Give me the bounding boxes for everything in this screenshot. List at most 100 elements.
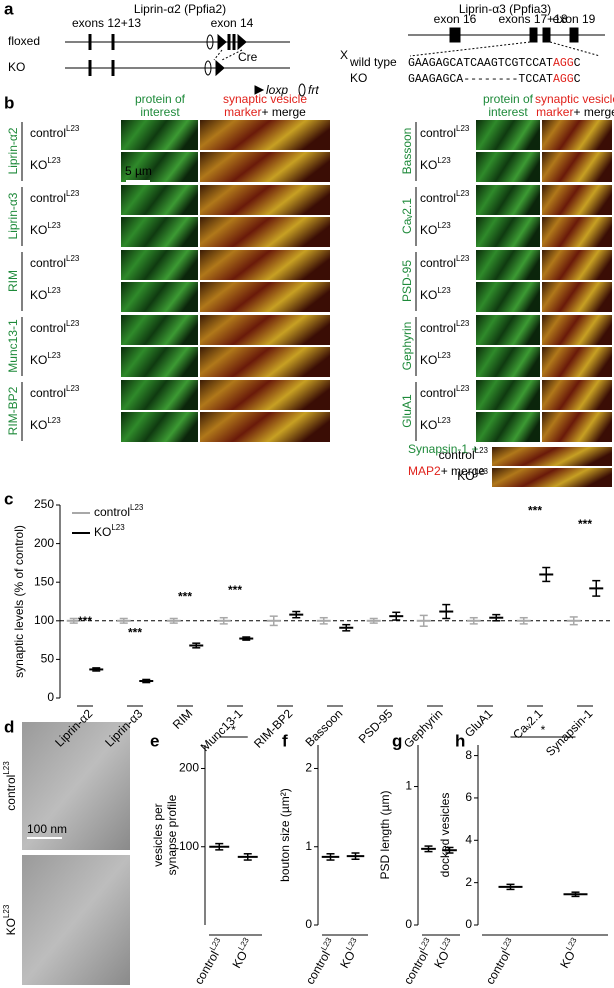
condition-label-part: L23 [475,446,489,455]
condition-label-part: L23 [456,124,470,133]
condition-label-part: control [420,386,456,400]
micrograph [542,315,612,345]
micrograph [476,380,540,410]
legend-label-part: L23 [111,523,125,532]
row-label: KO [8,60,25,74]
x-tick-label: KOL23 [228,936,258,971]
x-tick-label-part: KO [431,949,452,971]
condition-label: controlL23 [30,189,80,205]
scale-label: 5 µm [125,164,152,178]
condition-label-part: L23 [66,189,80,198]
condition-label: controlL23 [30,254,80,270]
protein-label: RIM [6,270,20,292]
condition-label-part: L23 [475,467,489,476]
micrograph [476,347,540,377]
condition-label-part: KO [30,158,47,172]
x-tick-label: Gephyrin [401,706,445,750]
x-tick-label-part: L23 [417,936,432,953]
protein-label: Bassoon [400,128,414,175]
gene-title: Liprin-α2 (Ppfia2) [134,2,226,16]
exon-label: exons 17+18 [498,12,567,26]
sequence: GAAGAGCA--------TCCATAGGC [408,73,581,86]
y-tick-label: 150 [34,574,54,588]
panel-label: f [282,731,288,750]
micrograph [200,217,330,247]
significance: *** [178,589,192,603]
condition-label-part: KO [420,418,437,432]
column-header-part: marker [536,105,573,119]
condition-label-part: KO [420,353,437,367]
condition-label: KOL23 [30,221,61,237]
micrographs [121,120,612,487]
significance: * [231,723,236,737]
x-tick-label: controlL23 [481,936,520,987]
y-tick-label: 1 [305,839,312,853]
sequence-part: AGG [553,73,574,86]
condition-label-part: L23 [47,286,61,295]
condition-label-part: L23 [456,189,470,198]
micrograph [200,120,330,150]
condition-label-part: L23 [456,319,470,328]
panel-label: g [392,731,402,750]
micrograph [492,468,612,487]
micrograph [121,412,198,442]
y-tick-label: 0 [47,690,54,704]
micrograph [542,347,612,377]
protein-label-part: + merge [441,464,486,478]
x-tick-label-part: KO [557,949,578,971]
micrograph [200,380,330,410]
condition-label-part: KO [420,158,437,172]
protein-label: GluA1 [400,394,414,428]
condition-label-part: control [30,386,66,400]
condition-label: KOL23 [457,467,488,483]
condition-label: KOL23 [420,221,451,237]
protein-label: MAP2+ merge [408,464,485,478]
x-tick-label-part: L23 [237,936,252,953]
x-tick-label-part: L23 [208,936,223,953]
protein-label: PSD-95 [400,260,414,302]
x-tick-label: KOL23 [556,936,586,971]
micrograph [542,120,612,150]
condition-label-part: KO [420,223,437,237]
y-tick-label: 2 [465,875,472,889]
sequence-part: C [574,73,581,86]
x-tick-label-part: L23 [499,936,514,953]
condition-label-part: L23 [66,254,80,263]
column-header: interest [488,105,528,119]
x-tick-label: PSD-95 [356,706,396,746]
micrograph [542,250,612,280]
exon-label: exon 14 [211,16,254,30]
y-tick-label: 0 [305,917,312,931]
column-header: marker+ merge [536,105,614,119]
x-tick-label-part: L23 [344,936,359,953]
significance: *** [578,517,592,531]
micrograph [121,185,198,215]
significance: *** [528,504,542,518]
condition-label-part: L23 [47,351,61,360]
micrograph [476,217,540,247]
micrograph [121,217,198,247]
exon-label: exons 12+13 [72,16,141,30]
x-tick-label-part: control [303,949,333,987]
condition-label-part: control [30,256,66,270]
legend-label: controlL23 [94,503,144,519]
panel-label: c [4,489,13,508]
condition-label-part: L23 [437,351,451,360]
condition-label-part: L23 [437,156,451,165]
sequence-name: KO [350,71,367,85]
condition-label: KOL23 [30,416,61,432]
protein-label: Liprin-α2 [6,127,20,174]
sequence-part: C [574,57,581,70]
condition-label-part: L23 [437,221,451,230]
condition-label-part: KO [30,353,47,367]
x-tick-label: Synapsin-1 [543,706,596,759]
micrograph [542,152,612,182]
condition-label: KOL23 [30,156,61,172]
condition-label-part: L23 [437,416,451,425]
column-header: protein of [483,92,534,106]
condition-label-part: control [420,256,456,270]
condition-label: controlL23 [439,446,489,462]
condition-label-part: KO [30,223,47,237]
y-tick-label: 0 [405,917,412,931]
